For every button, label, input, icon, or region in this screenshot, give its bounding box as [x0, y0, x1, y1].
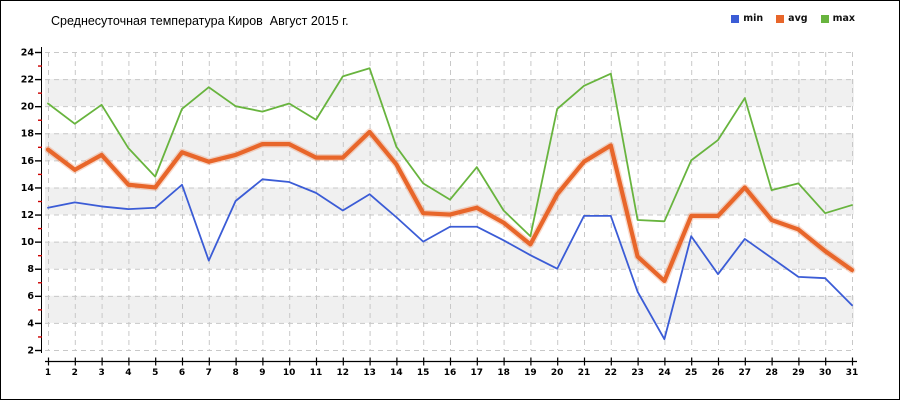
x-axis-label: 9 [259, 368, 265, 378]
x-axis-label: 3 [98, 368, 104, 378]
x-axis-label: 13 [363, 368, 376, 378]
legend-label-avg: avg [788, 13, 808, 24]
x-axis-label: 18 [497, 368, 510, 378]
x-axis-label: 8 [232, 368, 238, 378]
max-series-line [47, 67, 853, 238]
max-color-swatch [820, 14, 829, 23]
y-axis-label: 6 [27, 291, 34, 302]
plot-band [45, 79, 854, 107]
x-axis-label: 14 [390, 368, 403, 378]
x-axis-label: 20 [551, 368, 564, 378]
x-axis-label: 4 [125, 368, 131, 378]
x-axis-label: 7 [206, 368, 212, 378]
y-axis-label: 16 [21, 156, 35, 167]
legend-item-min: min [731, 14, 763, 24]
x-axis-label: 15 [417, 368, 430, 378]
legend-item-max: max [820, 13, 855, 24]
y-axis-label: 8 [27, 264, 34, 275]
x-axis-label: 16 [444, 368, 457, 378]
x-axis-label: 10 [283, 368, 296, 378]
legend-item-avg: avg [776, 13, 808, 24]
gridlines [45, 52, 853, 351]
y-axis-label: 10 [21, 237, 35, 248]
x-axis-label: 31 [846, 368, 859, 378]
x-axis-label: 12 [337, 368, 350, 378]
y-axis-label: 4 [27, 318, 34, 329]
x-axis-label: 1 [45, 368, 51, 378]
x-axis-label: 27 [739, 368, 752, 378]
chart-title: Среднесуточная температура Киров Август … [51, 14, 349, 28]
y-axis-label: 12 [21, 210, 34, 221]
legend-label-max: max [832, 13, 855, 24]
legend-label-min: min [743, 13, 764, 24]
avg-series-line [45, 129, 855, 284]
x-axis-label: 22 [605, 368, 618, 378]
min-series-line [47, 178, 853, 341]
x-axis-label: 2 [72, 368, 78, 378]
x-axis-label: 6 [179, 368, 185, 378]
y-axis-label: 22 [21, 74, 34, 85]
min-color-swatch [731, 14, 740, 23]
x-axis-label: 25 [685, 368, 698, 378]
avg-color-swatch [776, 14, 785, 23]
y-axis-label: 20 [21, 102, 35, 113]
plot-band [45, 295, 854, 323]
x-axis-label: 30 [819, 368, 832, 378]
x-axis-label: 21 [578, 368, 591, 378]
y-axis-label: 2 [27, 345, 34, 356]
x-axis-label: 17 [471, 368, 484, 378]
x-axis-label: 23 [631, 368, 644, 378]
x-axis-label: 19 [524, 368, 537, 378]
y-axis-label: 14 [21, 183, 35, 194]
plot-band [45, 187, 854, 215]
y-axis-label: 18 [21, 129, 35, 140]
x-axis-label: 11 [310, 368, 323, 378]
x-axis-label: 5 [152, 368, 158, 378]
x-axis: 1 2 3 4 5 6 7 8 9 10 11 12 13 14 15 16 17 18 19 20 21 22 23 24 2… [45, 357, 859, 378]
x-axis-label: 28 [765, 368, 778, 378]
x-axis-label: 24 [658, 368, 671, 378]
x-axis-label: 26 [712, 368, 725, 378]
x-axis-label: 29 [792, 368, 805, 378]
chart-legend: min avg max [731, 14, 855, 24]
plot-band [45, 241, 854, 269]
y-axis-label: 24 [21, 47, 35, 58]
